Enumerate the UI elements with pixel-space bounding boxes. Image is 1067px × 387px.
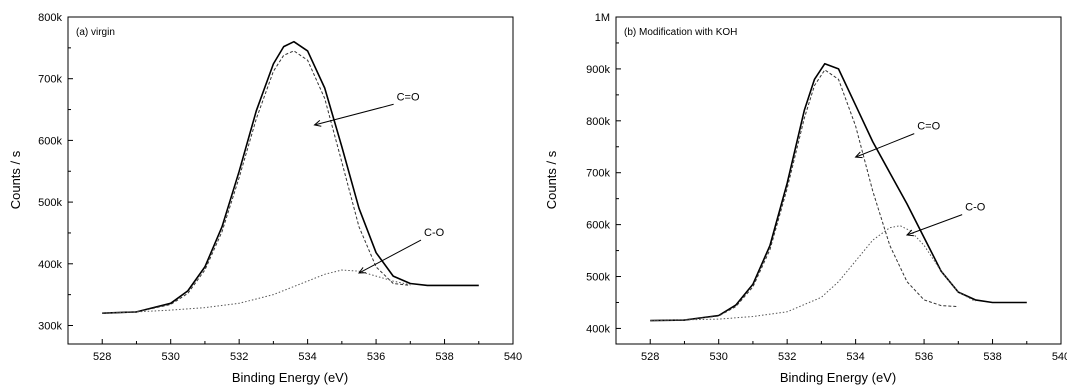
x-tick-label: 534 bbox=[298, 351, 316, 363]
annotations: C=O C-O bbox=[313, 91, 445, 274]
x-tick-label: 528 bbox=[93, 351, 111, 363]
envelope-curve bbox=[650, 62, 1027, 322]
plot-frame bbox=[67, 16, 514, 345]
x-axis-ticks: 528 530 532 534 536 538 540 bbox=[67, 339, 522, 363]
annotation-arrow bbox=[314, 103, 394, 126]
x-tick-label: 538 bbox=[435, 351, 453, 363]
y-tick-label: 700k bbox=[586, 168, 610, 180]
annotation-label: C-O bbox=[965, 202, 986, 214]
annotations: C=O C-O bbox=[854, 121, 986, 237]
y-tick-label: 800k bbox=[586, 116, 610, 128]
annotation-label: C=O bbox=[397, 91, 420, 103]
arrow-head bbox=[905, 229, 914, 237]
y-tick-label: 1M bbox=[595, 12, 610, 24]
annotation-arrow bbox=[855, 133, 915, 158]
x-tick-label: 540 bbox=[1052, 351, 1067, 363]
series-group bbox=[650, 62, 1027, 322]
c-single-o-curve bbox=[102, 269, 411, 314]
arrow-head bbox=[854, 151, 863, 159]
x-tick-label: 540 bbox=[504, 351, 522, 363]
annotation-arrow bbox=[358, 239, 422, 274]
y-tick-label: 400k bbox=[586, 323, 610, 335]
x-tick-label: 530 bbox=[162, 351, 180, 363]
c-double-o-curve bbox=[650, 69, 959, 322]
annotation-arrow bbox=[906, 214, 963, 236]
x-tick-label: 536 bbox=[915, 351, 933, 363]
x-tick-label: 538 bbox=[983, 351, 1001, 363]
envelope-curve bbox=[102, 40, 479, 314]
y-tick-label: 800k bbox=[38, 12, 62, 24]
annotation-label: C-O bbox=[424, 227, 445, 239]
x-axis-label: Binding Energy (eV) bbox=[232, 370, 348, 385]
y-tick-label: 400k bbox=[38, 259, 62, 271]
panel-label: (b) Modification with KOH bbox=[624, 27, 737, 38]
y-tick-label: 600k bbox=[586, 220, 610, 232]
series-group bbox=[102, 40, 479, 314]
arrow-head bbox=[357, 267, 367, 274]
annotation-label: C=O bbox=[917, 121, 940, 133]
y-tick-label: 900k bbox=[586, 64, 610, 76]
y-tick-label: 500k bbox=[38, 197, 62, 209]
plot-frame bbox=[615, 16, 1062, 345]
arrow-head bbox=[313, 120, 322, 127]
panel-label: (a) virgin bbox=[76, 27, 115, 38]
x-tick-label: 536 bbox=[367, 351, 385, 363]
y-axis-ticks: 300k 400k 500k 600k 700k 800k bbox=[38, 12, 73, 332]
x-tick-label: 534 bbox=[846, 351, 864, 363]
x-tick-label: 532 bbox=[778, 351, 796, 363]
y-tick-label: 700k bbox=[38, 74, 62, 86]
x-axis-label: Binding Energy (eV) bbox=[780, 370, 896, 385]
c-single-o-curve bbox=[650, 225, 976, 322]
y-axis-ticks: 400k 500k 600k 700k 800k 900k 1M bbox=[586, 12, 621, 335]
c-double-o-curve bbox=[102, 50, 411, 314]
x-tick-label: 532 bbox=[230, 351, 248, 363]
y-axis-label: Counts / s bbox=[8, 150, 23, 209]
x-tick-label: 528 bbox=[641, 351, 659, 363]
y-tick-label: 500k bbox=[586, 272, 610, 284]
y-tick-label: 600k bbox=[38, 135, 62, 147]
y-axis-label: Counts / s bbox=[544, 150, 559, 209]
chart-panel-a: 300k 400k 500k 600k 700k 800k 528 530 532 534 536… bbox=[8, 12, 522, 385]
x-tick-label: 530 bbox=[710, 351, 728, 363]
y-tick-label: 300k bbox=[38, 320, 62, 332]
x-axis-ticks: 528 530 532 534 536 538 540 bbox=[615, 339, 1067, 363]
